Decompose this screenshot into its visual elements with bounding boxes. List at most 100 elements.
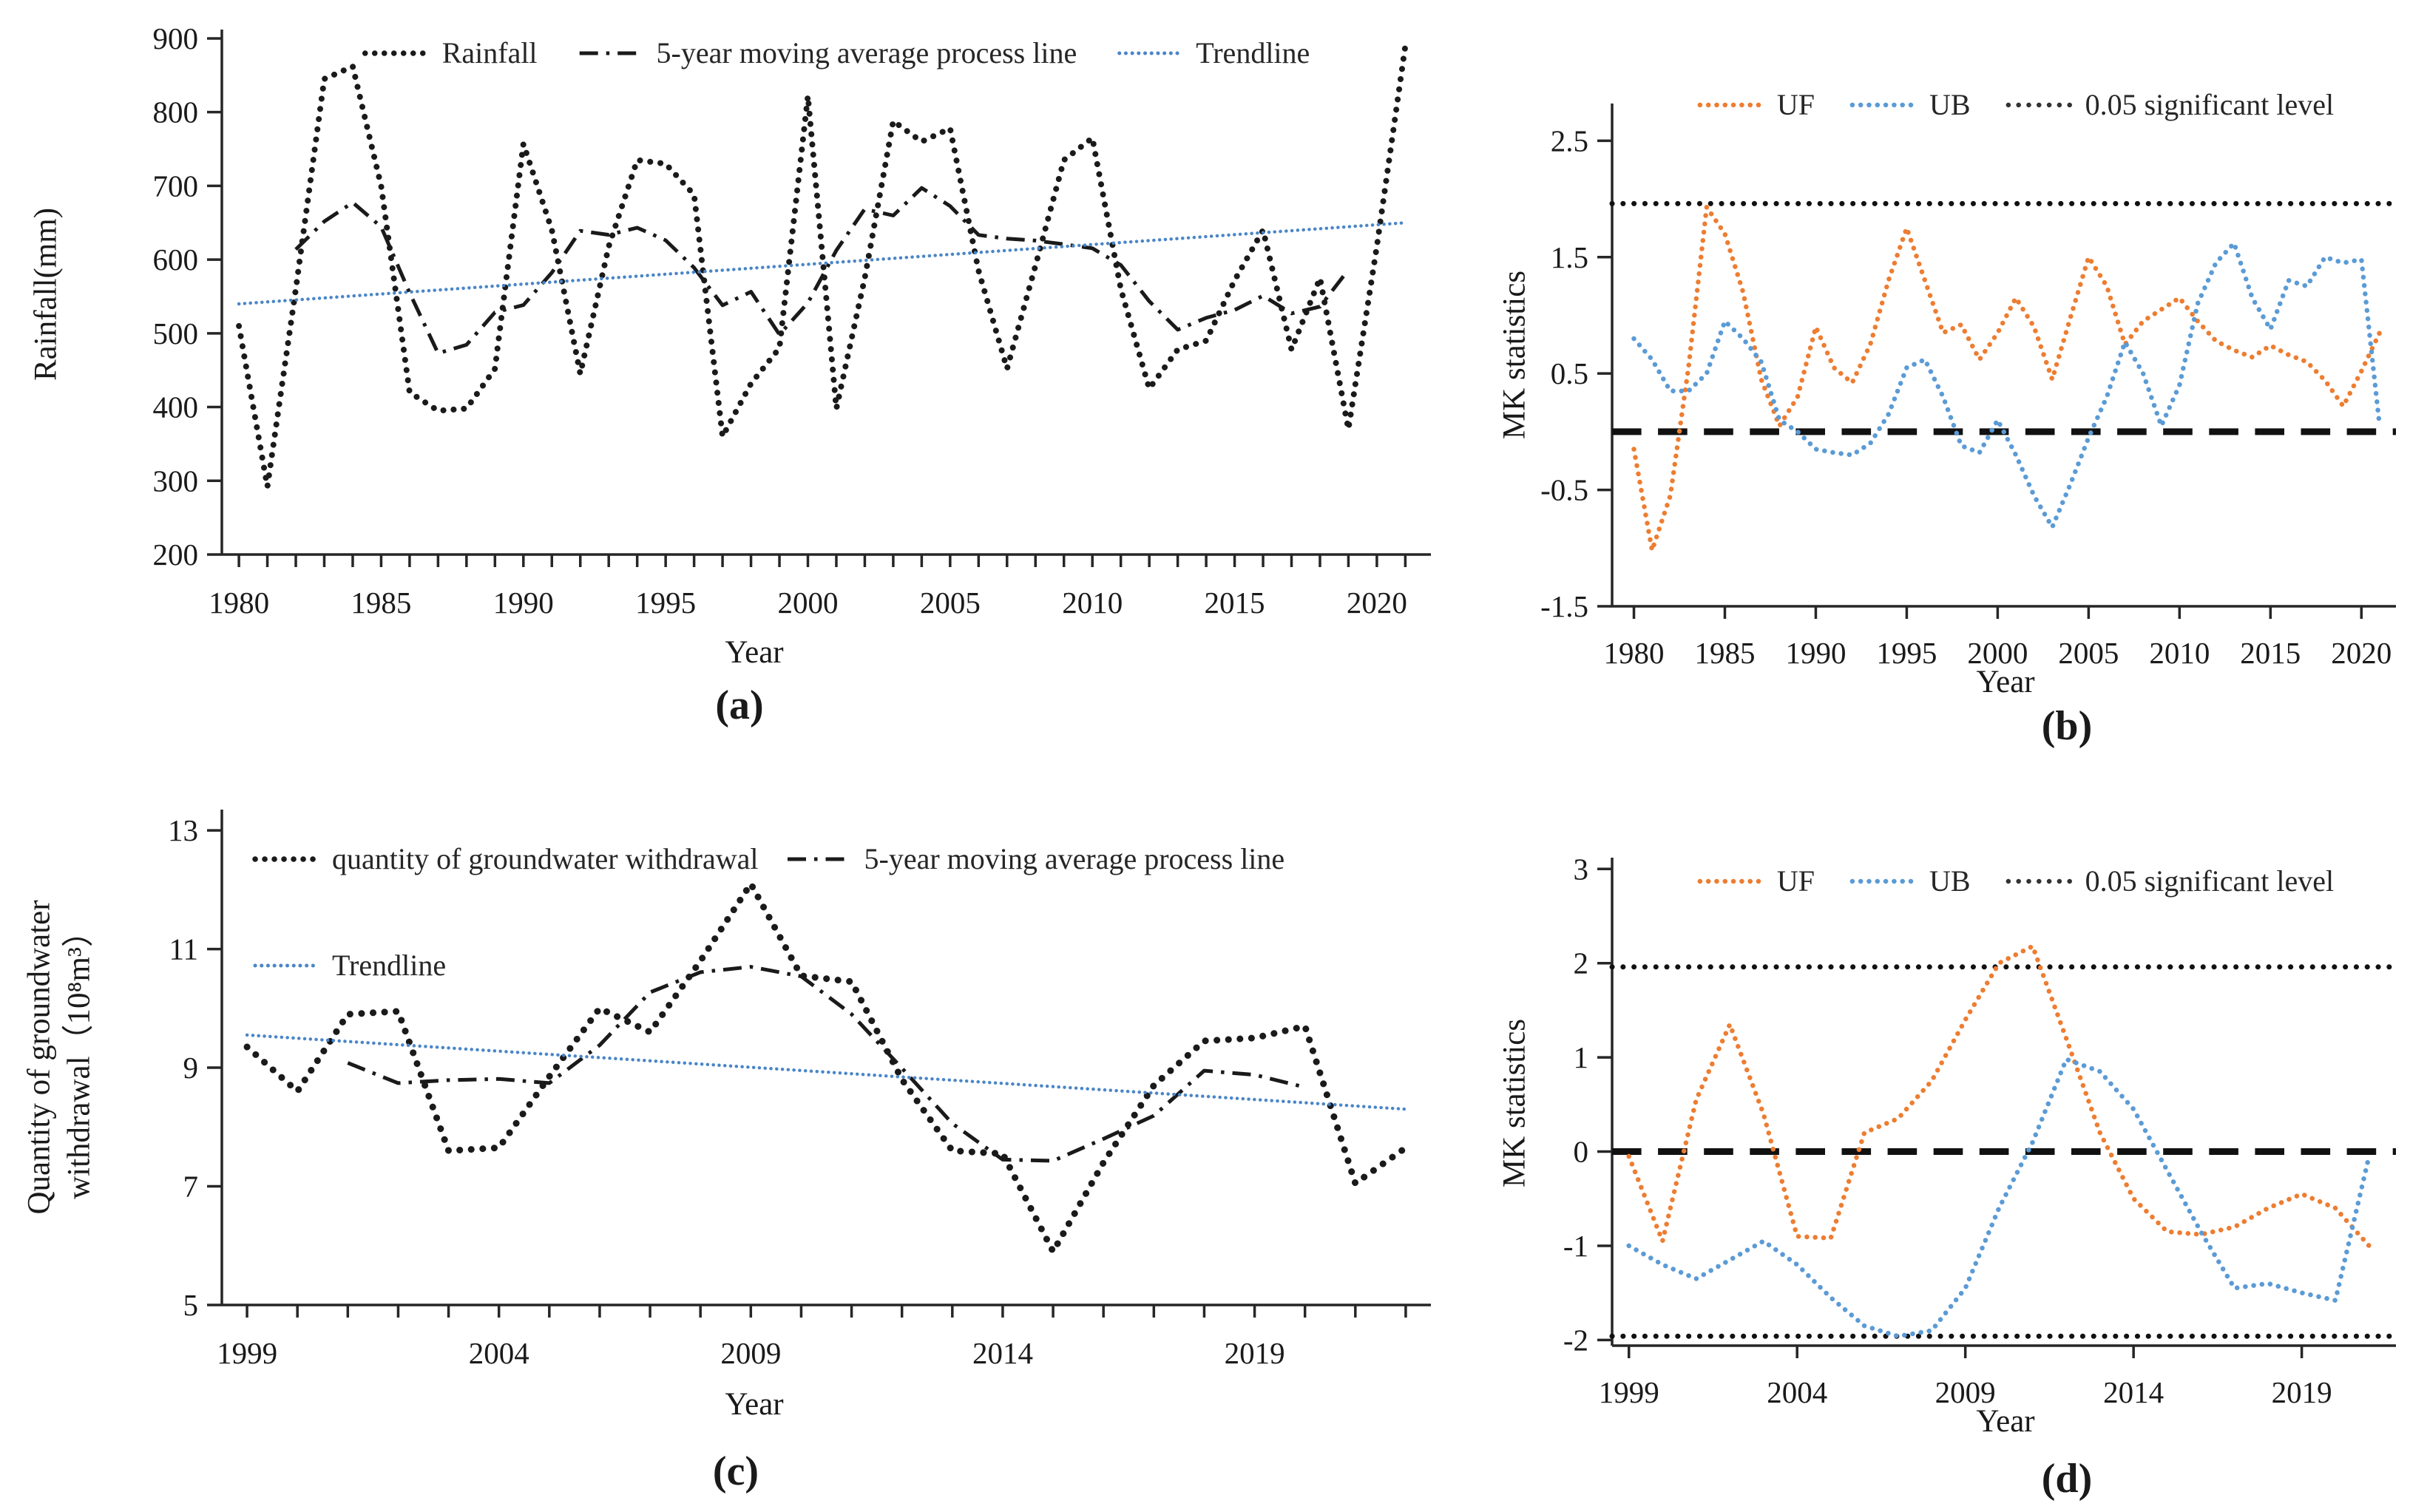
- legend-swatch-fine-dots: [253, 963, 321, 967]
- y-axis-title-b: MK statistics: [1497, 270, 1532, 440]
- legend-swatch-dots: [1849, 102, 1919, 107]
- y-tick-label: 7: [183, 1170, 199, 1204]
- series-uf: [1626, 943, 2372, 1249]
- y-tick-label: 2.5: [1551, 123, 1588, 157]
- legend-item: UF: [1696, 864, 1815, 898]
- y-tick-label: 800: [153, 95, 199, 129]
- panel-b: 2.5 1.5 0.5 -0.5 -1.5 1980 1985 1990 1995 2000 200…: [1479, 0, 2410, 749]
- legend-c-row1: quantity of groundwater withdrawal 5-year…: [251, 841, 1284, 876]
- legend-item: Rainfall: [362, 35, 538, 70]
- x-tick-label: 2010: [1062, 586, 1123, 620]
- y-tick-label: 1.5: [1551, 240, 1588, 274]
- legend-label: UF: [1776, 864, 1815, 898]
- y-axis-title-a: Rainfall(mm): [28, 207, 64, 382]
- y-tick-label: -2: [1563, 1323, 1588, 1357]
- y-tick-label: 11: [169, 932, 198, 966]
- x-tick-label: 2014: [2103, 1375, 2164, 1409]
- x-tick-label: 2004: [469, 1336, 529, 1370]
- legend-swatch-sig-dots: [2005, 878, 2074, 884]
- series-rainfall: [236, 42, 1409, 490]
- y-tick-label: 500: [153, 316, 199, 350]
- y-tick-label: 5: [183, 1288, 199, 1322]
- x-tick-label: 2005: [2058, 636, 2119, 670]
- legend-swatch-fine-dots: [1117, 51, 1185, 55]
- y-tick-label: 13: [168, 813, 198, 847]
- legend-item: UB: [1849, 87, 1971, 122]
- series-trendline: [245, 1033, 1408, 1111]
- x-axis-title-b: Year: [1976, 665, 2035, 699]
- panel-d: 3 2 1 0 -1 -2 1999 2004 2009 2014 2019 UF UB 0.05 si…: [1479, 754, 2410, 1512]
- x-axis-title-c: Year: [725, 1387, 784, 1422]
- legend-item: UB: [1849, 864, 1971, 898]
- y-tick-label: 2: [1574, 946, 1589, 980]
- legend-item: 5-year moving average process line: [784, 841, 1285, 876]
- y-tick-label: 0.5: [1551, 356, 1588, 390]
- x-tick-label: 2004: [1767, 1375, 1827, 1409]
- legend-label: 0.05 significant level: [2085, 864, 2335, 898]
- x-tick-label: 2015: [1205, 586, 1265, 620]
- groundwater-chart: 13 11 9 7 5 1999 2004 2009 2014 2019: [168, 810, 1431, 1370]
- panel-c: 13 11 9 7 5 1999 2004 2009 2014 2019 quantity of …: [0, 754, 1479, 1512]
- legend-swatch-dots: [1849, 878, 1919, 884]
- series-5-year-moving-average-process-line: [294, 186, 1350, 356]
- y-tick-label: 900: [153, 21, 199, 55]
- legend-c-row2: Trendline: [251, 948, 446, 983]
- x-tick-label: 1990: [493, 586, 554, 620]
- legend-label: Trendline: [1196, 36, 1310, 70]
- legend-item: 0.05 significant level: [2005, 864, 2335, 898]
- y-tick-label: 600: [153, 243, 199, 277]
- y-tick-label: 300: [153, 464, 199, 498]
- legend-a: Rainfall 5-year moving average process li…: [362, 35, 1310, 70]
- x-tick-label: 1980: [209, 586, 269, 620]
- y-tick-label: -1: [1563, 1229, 1588, 1263]
- legend-label: 5-year moving average process line: [864, 842, 1285, 875]
- panel-a: 900 800 700 600 500 400 300 200 1980 1985 1990 1995…: [0, 0, 1479, 747]
- x-tick-label: 2019: [1225, 1336, 1285, 1370]
- x-tick-label: 1980: [1604, 636, 1665, 670]
- y-tick-label: 400: [153, 390, 199, 424]
- x-tick-label: 1999: [217, 1336, 277, 1370]
- x-tick-label: 2020: [1347, 586, 1407, 620]
- mk-groundwater-chart: 3 2 1 0 -1 -2 1999 2004 2009 2014 2019: [1563, 852, 2399, 1409]
- caption-d: (d): [2041, 1456, 2093, 1502]
- legend-item: 5-year moving average process line: [576, 35, 1077, 70]
- legend-label: Rainfall: [441, 36, 538, 70]
- legend-label: UB: [1929, 88, 1971, 121]
- legend-swatch-dashdot: [579, 51, 643, 55]
- x-axis-title-d: Year: [1976, 1404, 2035, 1439]
- legend-item: Trendline: [251, 948, 446, 983]
- legend-swatch-sig-dots: [2005, 102, 2074, 107]
- y-tick-label: 0: [1574, 1135, 1589, 1169]
- y-tick-label: -0.5: [1540, 473, 1588, 507]
- x-tick-label: 2000: [777, 586, 838, 620]
- series-quantity-of-groundwater-withdrawal: [243, 880, 1409, 1255]
- x-tick-label: 1990: [1785, 636, 1846, 670]
- x-tick-label: 2019: [2272, 1375, 2332, 1409]
- y-tick-label: 200: [153, 538, 199, 572]
- x-tick-label: 1985: [351, 586, 411, 620]
- legend-swatch-dots: [1697, 878, 1767, 884]
- x-tick-label: 2015: [2240, 636, 2301, 670]
- x-tick-label: 2000: [1967, 636, 2028, 670]
- legend-swatch-dots: [1697, 102, 1767, 107]
- x-tick-label: 2020: [2331, 636, 2392, 670]
- series-ub: [1626, 1057, 2372, 1339]
- y-tick-label: 3: [1574, 852, 1589, 886]
- legend-item: 0.05 significant level: [2005, 87, 2335, 122]
- legend-d: UF UB 0.05 significant level: [1696, 864, 2334, 898]
- legend-item: UF: [1696, 87, 1815, 122]
- legend-label: quantity of groundwater withdrawal: [332, 842, 759, 875]
- legend-label: 0.05 significant level: [2085, 88, 2335, 121]
- legend-label: Trendline: [332, 949, 447, 982]
- legend-b: UF UB 0.05 significant level: [1696, 87, 2334, 122]
- series-ub: [1631, 240, 2383, 530]
- legend-swatch-dots: [362, 50, 432, 56]
- caption-c: (c): [712, 1448, 759, 1494]
- x-tick-label: 1999: [1599, 1375, 1659, 1409]
- x-tick-label: 1995: [635, 586, 696, 620]
- x-tick-label: 2009: [1935, 1375, 1996, 1409]
- rainfall-chart: 900 800 700 600 500 400 300 200 1980 1985 1990 1995…: [153, 21, 1431, 620]
- series-trendline: [237, 221, 1407, 306]
- y-axis-title-d: MK statistics: [1497, 1018, 1532, 1188]
